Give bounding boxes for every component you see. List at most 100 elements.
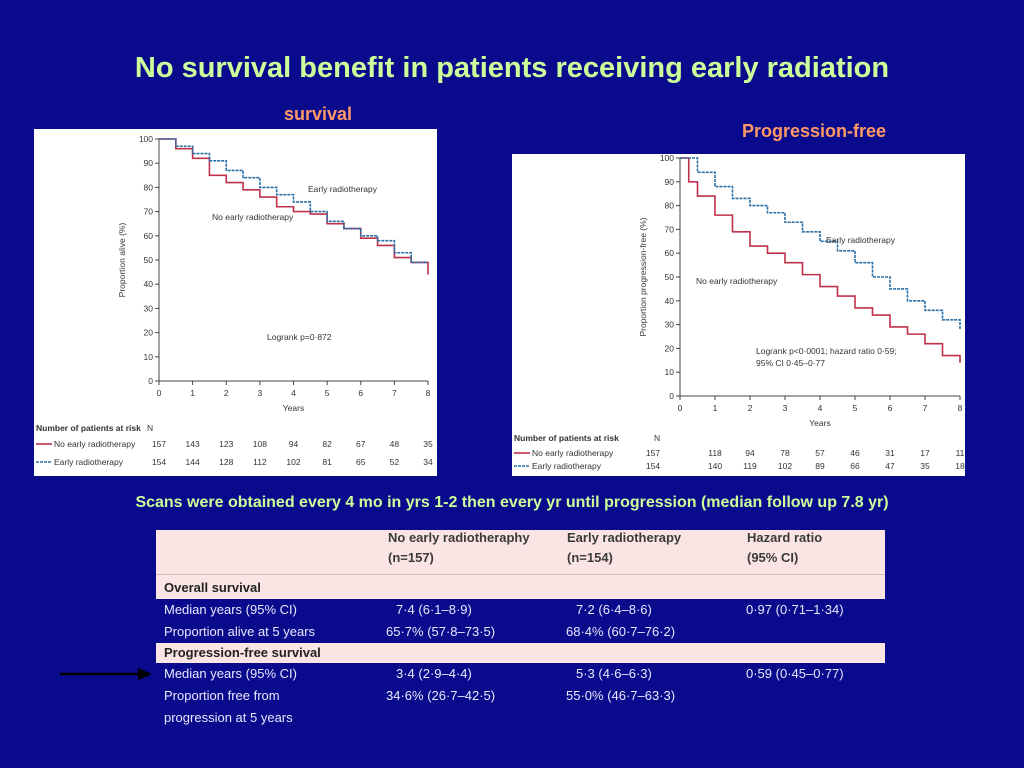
- x-tick-label: 0: [157, 388, 162, 398]
- section-title: Progression-free survival: [164, 645, 321, 660]
- pfs-label: Progression-free: [742, 121, 887, 141]
- risk-row-label: Early radiotherapy: [54, 457, 124, 467]
- x-tick-label: 8: [958, 403, 963, 413]
- y-tick-label: 100: [660, 154, 674, 163]
- y-tick-label: 10: [665, 367, 675, 377]
- table-cell: 0·59 (0·45–0·77): [746, 666, 844, 681]
- risk-value: 157: [152, 439, 166, 449]
- header-col2-line1: Early radiotherapy: [567, 530, 682, 545]
- risk-table-title: Number of patients at risk: [514, 433, 619, 443]
- risk-value: 82: [322, 439, 332, 449]
- table-band-1: Median years (95% CI) 7·4 (6·1–8·9) 7·2 …: [156, 599, 885, 643]
- risk-value: 81: [322, 457, 332, 467]
- risk-value: 67: [356, 439, 366, 449]
- header-col1-line2: (n=157): [388, 550, 434, 565]
- risk-value: 102: [286, 457, 300, 467]
- series-line-early: [680, 157, 961, 330]
- x-tick-label: 3: [783, 403, 788, 413]
- survival-chart-panel: 0 10 20 30 40 50 60 70 80 90 100 0 1 2 3 4 5 6 7 8 Years Prop…: [34, 129, 437, 476]
- header-col3-line1: Hazard ratio: [747, 530, 823, 545]
- risk-value: 140: [708, 461, 722, 471]
- risk-value: 128: [219, 457, 233, 467]
- risk-value: 31: [885, 448, 895, 458]
- table-header: No early radiotheraphy (n=157) Early rad…: [156, 530, 885, 572]
- risk-value: 119: [743, 461, 757, 471]
- series-line-early: [159, 138, 428, 264]
- risk-value: 118: [708, 448, 722, 458]
- y-tick-label: 70: [144, 207, 154, 217]
- results-table: No early radiotheraphy (n=157) Early rad…: [156, 530, 885, 730]
- risk-value: 65: [356, 457, 366, 467]
- table-cell: 34·6% (26·7–42·5): [386, 688, 496, 703]
- y-tick-label: 40: [665, 296, 675, 306]
- scan-note: Scans were obtained every 4 mo in yrs 1-…: [135, 494, 889, 511]
- risk-value: 154: [152, 457, 166, 467]
- series-line-no-early: [159, 138, 429, 275]
- header-col1-line1: No early radiotheraphy: [388, 530, 530, 545]
- y-tick-label: 50: [144, 255, 154, 265]
- risk-value: 48: [390, 439, 400, 449]
- table-cell: Proportion alive at 5 years: [164, 624, 316, 639]
- y-tick-label: 80: [665, 201, 675, 211]
- y-tick-label: 30: [665, 320, 675, 330]
- table-cell: progression at 5 years: [164, 710, 293, 725]
- y-tick-label: 100: [139, 134, 153, 144]
- y-tick-label: 30: [144, 303, 154, 313]
- pfs-chart-panel: 0 10 20 30 40 50 60 70 80 90 100 0 1 2 3 4 5 6 7 8 Years Prop…: [512, 153, 965, 476]
- series-label: Early radiotherapy: [308, 184, 378, 194]
- table-cell: Median years (95% CI): [164, 666, 297, 681]
- y-tick-label: 20: [144, 328, 154, 338]
- risk-value: 47: [885, 461, 895, 471]
- series-label: No early radiotherapy: [696, 276, 778, 286]
- risk-value: 78: [780, 448, 790, 458]
- risk-value: 89: [815, 461, 825, 471]
- table-cell: Proportion free from: [164, 688, 280, 703]
- x-tick-label: 6: [888, 403, 893, 413]
- risk-value: 52: [390, 457, 400, 467]
- risk-value: 143: [186, 439, 200, 449]
- y-tick-label: 10: [144, 352, 154, 362]
- risk-value: 11: [956, 448, 965, 458]
- y-tick-label: 0: [669, 391, 674, 401]
- risk-value: 57: [815, 448, 825, 458]
- risk-value: 17: [920, 448, 930, 458]
- x-tick-label: 3: [258, 388, 263, 398]
- series-line-no-early: [680, 157, 961, 363]
- risk-value: 94: [289, 439, 299, 449]
- y-tick-label: 40: [144, 279, 154, 289]
- risk-value: 157: [646, 448, 660, 458]
- section-progression-free: Progression-free survival: [156, 643, 885, 663]
- arrow-icon: [60, 668, 152, 680]
- risk-value: 34: [423, 457, 433, 467]
- y-tick-label: 90: [144, 158, 154, 168]
- risk-value: 94: [745, 448, 755, 458]
- risk-row-label: Early radiotherapy: [532, 461, 602, 471]
- table-cell: 5·3 (4·6–6·3): [576, 666, 652, 681]
- risk-value: 35: [423, 439, 433, 449]
- risk-value: 66: [850, 461, 860, 471]
- x-tick-label: 4: [818, 403, 823, 413]
- table-cell: 68·4% (60·7–76·2): [566, 624, 676, 639]
- logrank-annotation: Logrank p<0·0001; hazard ratio 0·59;: [756, 346, 897, 356]
- x-tick-label: 4: [291, 388, 296, 398]
- risk-value: 144: [186, 457, 200, 467]
- table-cell: 7·2 (6·4–8·6): [576, 602, 652, 617]
- slide-title: No survival benefit in patients receivin…: [134, 52, 890, 84]
- y-tick-label: 20: [665, 343, 675, 353]
- y-tick-label: 70: [665, 224, 675, 234]
- series-label: No early radiotherapy: [212, 212, 294, 222]
- risk-value: 154: [646, 461, 660, 471]
- x-tick-label: 7: [392, 388, 397, 398]
- risk-table-n-label: N: [654, 433, 660, 443]
- table-band-2: Median years (95% CI) 3·4 (2·9–4·4) 5·3 …: [156, 663, 885, 730]
- y-axis-label: Proportion progression-free (%): [638, 217, 648, 336]
- header-col3-line2: (95% CI): [747, 550, 799, 565]
- section-title: Overall survival: [164, 580, 261, 595]
- x-tick-label: 2: [748, 403, 753, 413]
- x-tick-label: 7: [923, 403, 928, 413]
- x-axis-label: Years: [809, 418, 830, 428]
- header-col2-line2: (n=154): [567, 550, 613, 565]
- risk-table-title: Number of patients at risk: [36, 423, 141, 433]
- risk-table-n-label: N: [147, 423, 153, 433]
